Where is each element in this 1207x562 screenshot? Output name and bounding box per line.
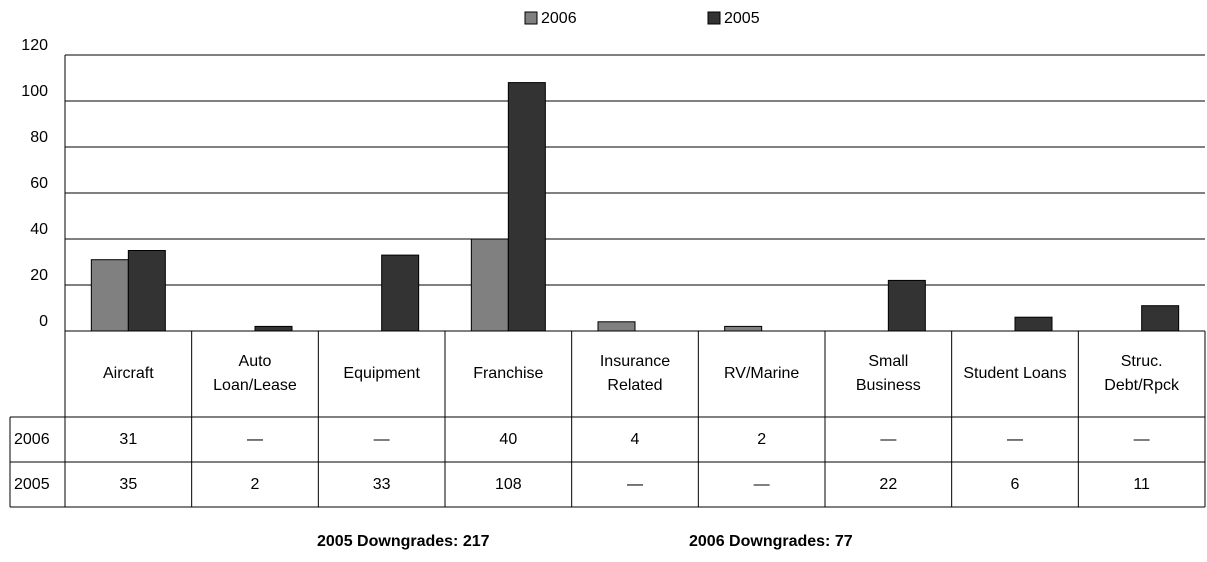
- table-value: —: [880, 430, 897, 448]
- row-header: 2005: [14, 475, 50, 493]
- table-value: —: [1006, 430, 1023, 448]
- bar: [1141, 305, 1180, 332]
- table-value: 6: [1010, 475, 1020, 493]
- category-label: Auto Loan/Lease: [213, 353, 297, 394]
- table-value: 2: [250, 475, 260, 493]
- table-value: 31: [119, 430, 138, 448]
- category-label: Equipment: [343, 365, 420, 382]
- row-header: 2006: [14, 430, 50, 448]
- annotation: 2005 Downgrades: 217: [317, 533, 490, 550]
- category-label: Franchise: [473, 365, 544, 382]
- table-value: —: [626, 475, 643, 493]
- category-label: Insurance Related: [599, 353, 671, 394]
- legend-swatch: [707, 11, 721, 25]
- table-value: 33: [372, 475, 391, 493]
- category-label: RV/Marine: [724, 365, 800, 382]
- table-value: 35: [119, 475, 138, 493]
- bar: [597, 321, 636, 332]
- bar: [470, 238, 509, 332]
- table-value: 22: [879, 475, 898, 493]
- table-value: 40: [499, 430, 518, 448]
- bar: [507, 82, 546, 332]
- legend-label: 2006: [541, 10, 577, 27]
- bar: [381, 254, 420, 332]
- table-value: 4: [630, 430, 640, 448]
- bar: [127, 250, 166, 332]
- y-tick-label: 40: [30, 221, 48, 238]
- table-value: —: [246, 430, 263, 448]
- table-value: —: [1133, 430, 1150, 448]
- bar: [724, 325, 763, 332]
- table-value: 2: [757, 430, 767, 448]
- table-value: —: [753, 475, 770, 493]
- bar: [254, 325, 293, 332]
- legend-label: 2005: [724, 10, 760, 27]
- y-tick-label: 0: [39, 313, 48, 330]
- category-label: Aircraft: [102, 365, 154, 382]
- table-value: 11: [1133, 475, 1150, 493]
- category-label: Small Business: [855, 353, 921, 394]
- category-label: Student Loans: [963, 365, 1067, 382]
- bar: [887, 279, 926, 332]
- y-tick-label: 120: [21, 37, 48, 54]
- bar: [1014, 316, 1053, 332]
- table-value: —: [373, 430, 390, 448]
- y-tick-label: 60: [30, 175, 48, 192]
- y-tick-label: 80: [30, 129, 48, 146]
- y-tick-label: 100: [21, 83, 48, 100]
- annotation: 2006 Downgrades: 77: [689, 533, 853, 550]
- table-value: 108: [494, 475, 522, 493]
- bar: [90, 259, 129, 332]
- y-tick-label: 20: [30, 267, 48, 284]
- category-label: Struc. Debt/Rpck: [1104, 353, 1179, 394]
- legend-swatch: [524, 11, 538, 25]
